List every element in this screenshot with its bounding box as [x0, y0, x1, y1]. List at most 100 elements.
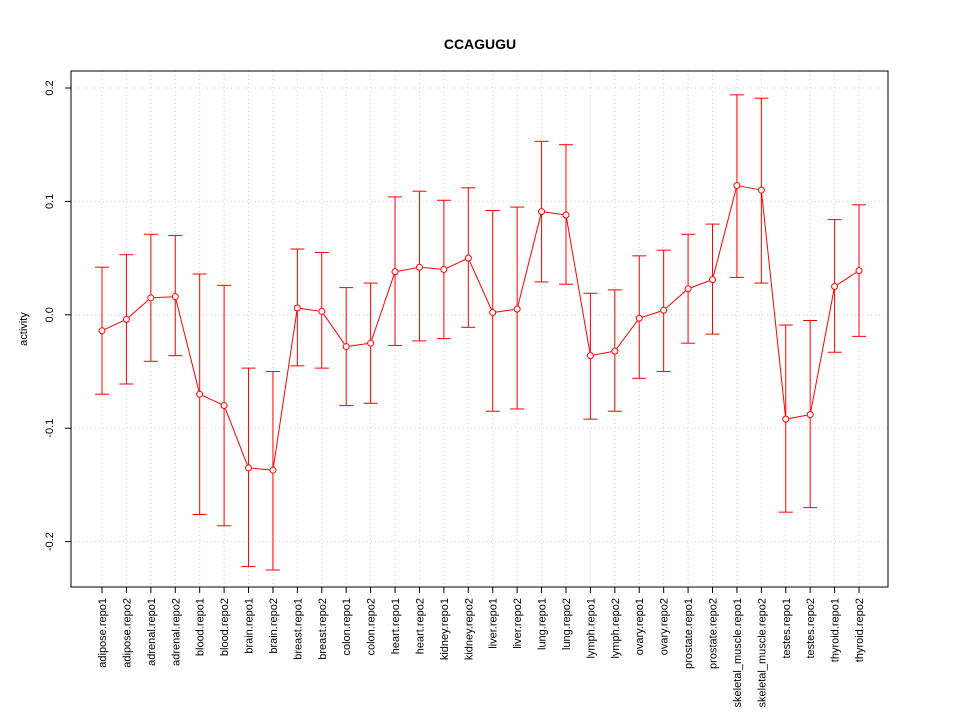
- series-line-segment: [251, 467, 270, 471]
- series-line-segment: [544, 211, 563, 216]
- y-tick-label: 0.2: [44, 80, 56, 95]
- x-tick-label: colon.repo1: [341, 598, 353, 656]
- series-line-segment: [446, 259, 466, 269]
- x-tick-label: testes.repo2: [805, 598, 817, 659]
- data-point: [196, 390, 204, 398]
- series-line-segment: [398, 267, 417, 272]
- data-point: [562, 211, 570, 219]
- data-point: [367, 339, 375, 347]
- series-line-segment: [691, 280, 710, 288]
- data-point: [98, 327, 106, 335]
- y-tick-label: 0.1: [44, 194, 56, 209]
- x-tick-label: brain.repo1: [244, 598, 256, 654]
- x-tick-label: skeletal_muscle.repo1: [732, 598, 744, 707]
- series-line-segment: [469, 261, 492, 310]
- x-tick-label: colon.repo2: [366, 598, 378, 656]
- x-tick-label: lymph.repo2: [610, 598, 622, 659]
- series-line-segment: [837, 272, 857, 285]
- data-point: [220, 402, 228, 410]
- x-tick-label: kidney.repo1: [439, 598, 451, 660]
- x-tick-label: testes.repo1: [781, 598, 793, 659]
- series-line-segment: [496, 309, 514, 313]
- x-tick-label: ovary.repo1: [634, 598, 646, 655]
- x-tick-label: adrenal.repo2: [170, 598, 182, 666]
- x-axis: adipose.repo1 adipose.repo2 adrenal.repo1 a…: [97, 586, 866, 707]
- series-line-segment: [616, 320, 638, 349]
- series-line-segment: [104, 320, 124, 330]
- data-point: [489, 309, 497, 317]
- series-line-segment: [323, 314, 345, 344]
- series-line-segment: [224, 408, 248, 465]
- x-tick-label: prostate.repo1: [683, 598, 695, 669]
- data-point: [831, 282, 839, 290]
- series-line-segment: [642, 310, 661, 318]
- data-point: [415, 263, 423, 271]
- data-point: [635, 314, 643, 322]
- y-tick-label: 0.0: [44, 307, 56, 322]
- data-point: [391, 268, 399, 276]
- data-point: [586, 352, 594, 360]
- x-tick-label: blood.repo1: [195, 598, 207, 656]
- grid: [71, 71, 888, 587]
- series-line-segment: [810, 289, 835, 412]
- data-point: [122, 315, 130, 323]
- plot-frame: [70, 70, 889, 588]
- x-tick-label: blood.repo2: [219, 598, 231, 656]
- series-line-segment: [349, 343, 368, 347]
- data-point: [171, 293, 179, 301]
- series-line-segment: [665, 290, 686, 309]
- x-tick-label: adrenal.repo1: [146, 598, 158, 666]
- x-tick-label: breast.repo1: [292, 598, 304, 660]
- data-point: [709, 276, 716, 284]
- data-point: [733, 182, 741, 190]
- data-point: [611, 347, 619, 355]
- data-point: [782, 415, 790, 423]
- x-tick-label: heart.repo1: [390, 598, 402, 654]
- series-line-segment: [128, 299, 149, 318]
- x-tick-label: prostate.repo2: [708, 598, 720, 669]
- data-point: [806, 411, 814, 419]
- data-point: [318, 307, 326, 315]
- series-line-segment: [371, 274, 395, 341]
- series-line-segment: [202, 395, 222, 405]
- data-point: [855, 267, 863, 275]
- x-tick-label: ovary.repo2: [659, 598, 671, 655]
- x-tick-label: thyroid.repo2: [854, 598, 866, 662]
- x-tick-label: lung.repo2: [561, 598, 573, 650]
- data-point: [684, 285, 692, 293]
- data-point: [440, 265, 448, 273]
- data-point: [464, 254, 472, 262]
- data-point: [245, 464, 253, 472]
- data-point: [342, 343, 350, 351]
- y-tick-label: -0.1: [44, 419, 56, 438]
- series-line-segment: [761, 193, 786, 416]
- x-tick-label: breast.repo2: [317, 598, 329, 660]
- data-point: [538, 208, 546, 216]
- series: [95, 94, 867, 571]
- series-line-segment: [789, 414, 807, 420]
- data-point: [757, 186, 765, 194]
- series-line-segment: [272, 311, 298, 467]
- y-tick-label: -0.2: [44, 532, 56, 551]
- data-point: [269, 466, 277, 474]
- chart-title: CCAGUGU: [444, 36, 516, 52]
- series-line-segment: [300, 308, 319, 312]
- x-tick-label: lymph.repo1: [585, 598, 597, 659]
- data-point: [660, 306, 668, 314]
- series-line-segment: [740, 185, 758, 190]
- x-tick-label: kidney.repo2: [463, 598, 475, 660]
- x-tick-label: skeletal_muscle.repo2: [756, 598, 768, 707]
- series-line-segment: [712, 188, 737, 277]
- series-line-segment: [154, 296, 172, 299]
- data-point: [513, 305, 521, 313]
- series-line-segment: [593, 351, 612, 356]
- x-tick-label: adipose.repo2: [121, 598, 133, 668]
- data-point: [147, 294, 155, 302]
- x-tick-label: liver.repo2: [512, 598, 524, 649]
- y-axis: -0.2 -0.1 0.0 0.1 0.2: [44, 80, 71, 551]
- y-axis-label: activity: [18, 312, 30, 346]
- x-tick-label: brain.repo2: [268, 598, 280, 654]
- x-tick-label: adipose.repo1: [97, 598, 109, 668]
- x-tick-label: liver.repo1: [488, 598, 500, 649]
